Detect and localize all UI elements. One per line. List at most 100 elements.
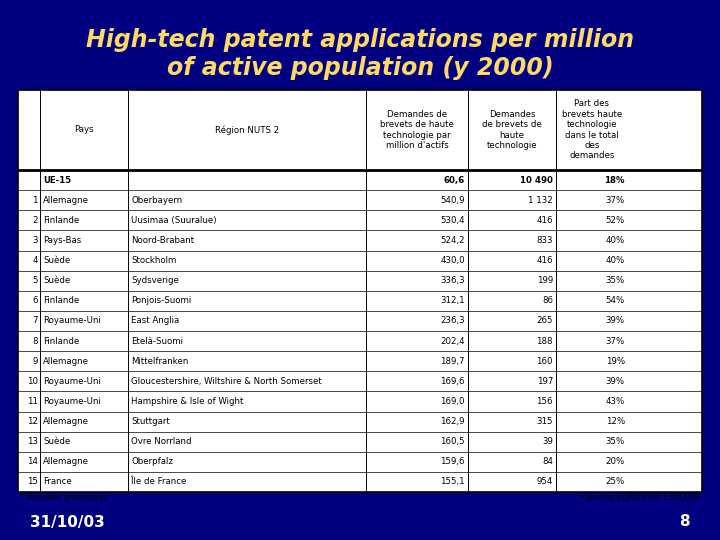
Text: France: France [43, 477, 72, 487]
Text: 40%: 40% [606, 256, 625, 265]
Text: 60,6: 60,6 [444, 176, 465, 185]
Text: UE-15: UE-15 [43, 176, 71, 185]
Text: 833: 833 [536, 236, 553, 245]
Text: Ovre Norrland: Ovre Norrland [131, 437, 192, 446]
Text: 236,3: 236,3 [441, 316, 465, 326]
Text: 197: 197 [536, 377, 553, 386]
Text: 530,4: 530,4 [441, 216, 465, 225]
Text: High-tech patent applications per million: High-tech patent applications per millio… [86, 28, 634, 52]
Text: 43%: 43% [606, 397, 625, 406]
Text: 52%: 52% [606, 216, 625, 225]
Text: Pays-Bas: Pays-Bas [43, 236, 81, 245]
Text: 18%: 18% [605, 176, 625, 185]
Text: 540,9: 540,9 [441, 195, 465, 205]
Text: 37%: 37% [606, 336, 625, 346]
Text: of active population (y 2000): of active population (y 2000) [167, 56, 553, 80]
Text: Demandes
de brevets de
haute
technologie: Demandes de brevets de haute technologie [482, 110, 542, 150]
Text: 86: 86 [542, 296, 553, 305]
Text: 12%: 12% [606, 417, 625, 426]
Text: 6: 6 [32, 296, 38, 305]
Text: •Source EUROSTAT 13/03/02: •Source EUROSTAT 13/03/02 [580, 493, 700, 502]
Text: Mittelfranken: Mittelfranken [131, 357, 189, 366]
Text: Allemagne: Allemagne [43, 457, 89, 467]
Text: 160,5: 160,5 [441, 437, 465, 446]
Text: 39: 39 [542, 437, 553, 446]
Text: Île de France: Île de France [131, 477, 186, 487]
Text: 12: 12 [27, 417, 38, 426]
Text: 10: 10 [27, 377, 38, 386]
Text: Uusimaa (Suuralue): Uusimaa (Suuralue) [131, 216, 217, 225]
Text: Noord-Brabant: Noord-Brabant [131, 236, 194, 245]
Text: Oberpfalz: Oberpfalz [131, 457, 173, 467]
Text: 10 490: 10 490 [520, 176, 553, 185]
Text: 39%: 39% [606, 316, 625, 326]
Text: Demandes de
brevets de haute
technologie par
million d'actifs: Demandes de brevets de haute technologie… [380, 110, 454, 150]
Text: Oberbayern: Oberbayern [131, 195, 182, 205]
Text: Suède: Suède [43, 256, 71, 265]
Text: 13: 13 [27, 437, 38, 446]
Text: 430,0: 430,0 [441, 256, 465, 265]
Text: Stuttgart: Stuttgart [131, 417, 170, 426]
Text: 5: 5 [32, 276, 38, 285]
Text: 35%: 35% [606, 276, 625, 285]
Text: Ponjois-Suomi: Ponjois-Suomi [131, 296, 192, 305]
Text: 31/10/03: 31/10/03 [30, 515, 104, 530]
Text: Sydsverige: Sydsverige [131, 276, 179, 285]
Text: Gloucestershire, Wiltshire & North Somerset: Gloucestershire, Wiltshire & North Somer… [131, 377, 322, 386]
Text: Finlande: Finlande [43, 216, 79, 225]
Text: Part des
brevets haute
technologie
dans le total
des
demandes: Part des brevets haute technologie dans … [562, 99, 622, 160]
Text: Royaume-Uni: Royaume-Uni [43, 316, 101, 326]
Text: 169,6: 169,6 [441, 377, 465, 386]
Text: 8: 8 [32, 336, 38, 346]
Text: Finlande: Finlande [43, 296, 79, 305]
Text: 189,7: 189,7 [441, 357, 465, 366]
Text: 37%: 37% [606, 195, 625, 205]
Text: 15: 15 [27, 477, 38, 487]
Bar [18, 90, 702, 492]
Text: 202,4: 202,4 [441, 336, 465, 346]
Text: 4: 4 [32, 256, 38, 265]
Text: Stockholm: Stockholm [131, 256, 176, 265]
Text: 315: 315 [536, 417, 553, 426]
Text: Région NUTS 2: Région NUTS 2 [215, 125, 279, 135]
Text: 8: 8 [680, 515, 690, 530]
Text: Suède: Suède [43, 437, 71, 446]
Text: 14: 14 [27, 457, 38, 467]
Text: East Anglia: East Anglia [131, 316, 179, 326]
Text: 2: 2 [32, 216, 38, 225]
Text: Allemagne: Allemagne [43, 357, 89, 366]
Text: Royaume-Uni: Royaume-Uni [43, 377, 101, 386]
Text: 3: 3 [32, 236, 38, 245]
Text: 1 132: 1 132 [528, 195, 553, 205]
Text: 11: 11 [27, 397, 38, 406]
Text: 954: 954 [536, 477, 553, 487]
Text: Suède: Suède [43, 276, 71, 285]
Text: Finlande: Finlande [43, 336, 79, 346]
Text: 35%: 35% [606, 437, 625, 446]
Text: 155,1: 155,1 [441, 477, 465, 487]
Text: Allemagne: Allemagne [43, 195, 89, 205]
Text: Hampshire & Isle of Wight: Hampshire & Isle of Wight [131, 397, 243, 406]
Text: Pays: Pays [74, 125, 94, 134]
Text: 336,3: 336,3 [441, 276, 465, 285]
Text: Allemagne: Allemagne [43, 417, 89, 426]
Text: 39%: 39% [606, 377, 625, 386]
Text: 84: 84 [542, 457, 553, 467]
Text: Royaume-Uni: Royaume-Uni [43, 397, 101, 406]
Text: 162,9: 162,9 [441, 417, 465, 426]
Text: 1: 1 [32, 195, 38, 205]
Text: 25%: 25% [606, 477, 625, 487]
Text: 54%: 54% [606, 296, 625, 305]
Text: 265: 265 [536, 316, 553, 326]
Text: 188: 188 [536, 336, 553, 346]
Text: 156: 156 [536, 397, 553, 406]
Text: 159,6: 159,6 [441, 457, 465, 467]
Text: 312,1: 312,1 [441, 296, 465, 305]
Text: 169,0: 169,0 [441, 397, 465, 406]
Text: 160: 160 [536, 357, 553, 366]
Text: 7: 7 [32, 316, 38, 326]
Text: 524,2: 524,2 [441, 236, 465, 245]
Text: Etelä-Suomi: Etelä-Suomi [131, 336, 183, 346]
Text: 9: 9 [32, 357, 38, 366]
Text: 416: 416 [536, 216, 553, 225]
